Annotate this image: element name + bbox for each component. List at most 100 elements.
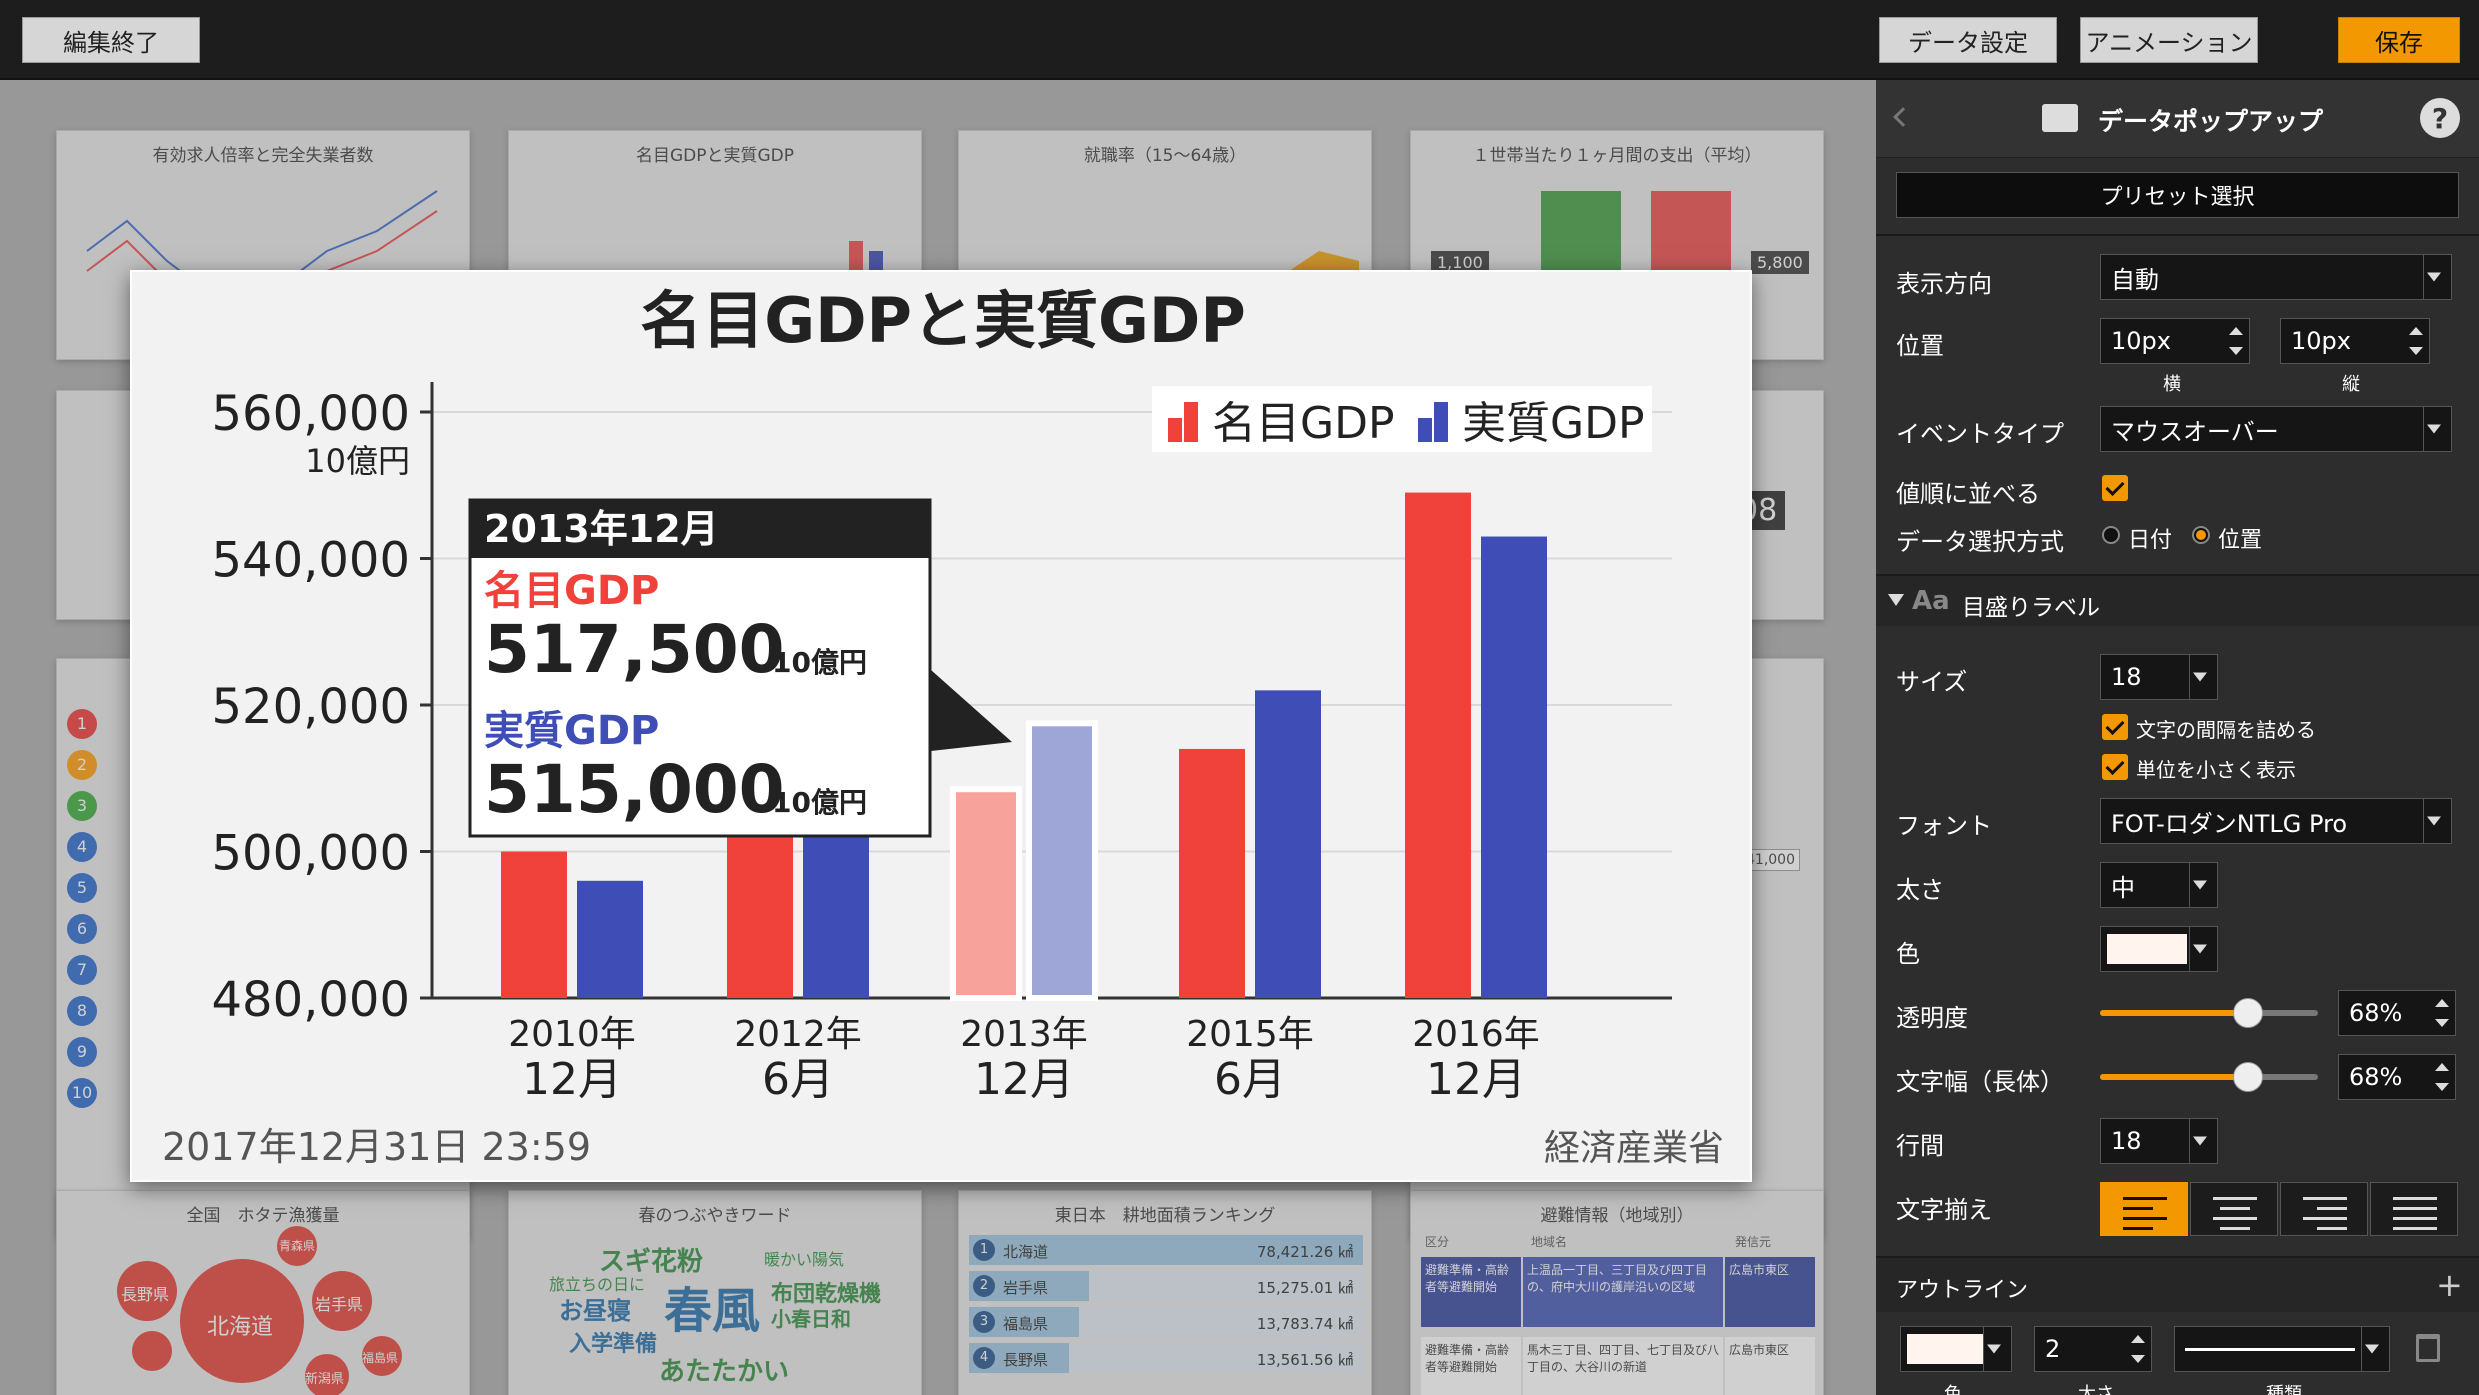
main-chart-preview[interactable]: 名目GDPと実質GDP 480,000 500,000 520,000 540,000 5…: [130, 270, 1752, 1182]
help-icon[interactable]: ?: [2420, 98, 2460, 138]
char-width-slider[interactable]: [2100, 1062, 2318, 1092]
slider-knob[interactable]: [2233, 998, 2264, 1028]
chevron-down-icon: [2423, 255, 2451, 299]
outline-color-picker[interactable]: [1900, 1326, 2012, 1372]
size-select[interactable]: 18: [2100, 654, 2218, 700]
x-tick-label-year: 2010年: [508, 1014, 636, 1055]
rank-value: 13,561.56 ㎢: [1256, 1351, 1353, 1369]
bar-nominal: [501, 851, 567, 998]
word-cloud-item: あたたかい: [659, 1357, 790, 1387]
align-right-button[interactable]: [2280, 1182, 2368, 1236]
position-h-stepper[interactable]: 10px: [2100, 318, 2250, 364]
position-label: 位置: [1896, 332, 1944, 360]
bubble-graphic: [117, 1226, 402, 1395]
color-swatch: [1907, 1334, 1983, 1364]
outline-type-select[interactable]: [2174, 1326, 2390, 1372]
bubble-label: 新潟県: [305, 1372, 345, 1387]
tooltip-series1-name: 名目GDP: [484, 568, 659, 614]
y-unit-label: 10億円: [305, 442, 410, 480]
rank-badge: 3: [67, 791, 97, 821]
sort-checkbox[interactable]: [2102, 475, 2128, 501]
stepper-icon[interactable]: [2131, 1333, 2145, 1365]
x-tick-label-year: 2015年: [1186, 1014, 1314, 1055]
select-mode-label: データ選択方式: [1896, 528, 2064, 556]
char-width-stepper[interactable]: 68%: [2338, 1054, 2456, 1100]
align-left-button[interactable]: [2100, 1182, 2188, 1236]
position-v-stepper[interactable]: 10px: [2280, 318, 2430, 364]
animation-button[interactable]: アニメーション: [2080, 17, 2258, 63]
bubble-label: 岩手県: [315, 1295, 364, 1314]
chevron-down-icon: [2423, 407, 2451, 451]
list-item: 2 岩手県 15,275.01 ㎢: [969, 1271, 1363, 1301]
font-value: FOT-ロダンNTLG Pro: [2111, 809, 2348, 838]
chart-footer-source: 経済産業省: [1544, 1128, 1724, 1169]
thumbnail-evac-table[interactable]: 避難情報（地域別） 区分 地域名 発信元 避難準備・高齢者等避難開始 上温品一丁…: [1410, 1190, 1824, 1395]
slider-knob[interactable]: [2233, 1062, 2264, 1092]
trash-icon[interactable]: [2416, 1334, 2440, 1362]
color-picker[interactable]: [2100, 926, 2218, 972]
preset-select-button[interactable]: プリセット選択: [1896, 172, 2459, 218]
table-row: 避難準備・高齢者等避難開始 馬木三丁目、四丁目、七丁目及び八丁目の、大谷川の新道…: [1421, 1337, 1815, 1395]
spacing-checkbox-label: 文字の間隔を詰める: [2136, 718, 2316, 742]
stepper-icon[interactable]: [2435, 997, 2449, 1029]
weight-label: 太さ: [1896, 876, 1944, 904]
rank-badge: 9: [67, 1037, 97, 1067]
rank-badge: 2: [67, 750, 97, 780]
font-select[interactable]: FOT-ロダンNTLG Pro: [2100, 798, 2452, 844]
thumbnail-ranking[interactable]: 東日本 耕地面積ランキング 1 北海道 78,421.26 ㎢ 2 岩手県 15,275.…: [958, 1190, 1372, 1395]
outline-section-header[interactable]: アウトライン +: [1876, 1258, 2479, 1312]
save-button[interactable]: 保存: [2338, 17, 2460, 63]
bar-real: [1255, 690, 1321, 998]
line-style-preview: [2185, 1347, 2355, 1351]
legend-swatch: [1434, 402, 1448, 442]
ranking-bar: [969, 1235, 1363, 1265]
chevron-down-icon: [2189, 863, 2217, 907]
small-unit-checkbox[interactable]: [2102, 754, 2128, 780]
stepper-icon[interactable]: [2229, 325, 2243, 357]
y-tick-label: 540,000: [212, 533, 411, 589]
table-header: 区分: [1425, 1235, 1450, 1249]
align-center-button[interactable]: [2190, 1182, 2278, 1236]
x-tick-label-month: 12月: [1426, 1054, 1526, 1105]
font-aa-icon: Aa: [1912, 586, 1950, 616]
add-icon[interactable]: +: [2436, 1266, 2463, 1304]
chevron-down-icon: [2189, 1119, 2217, 1163]
spacing-checkbox[interactable]: [2102, 714, 2128, 740]
stepper-icon[interactable]: [2435, 1061, 2449, 1093]
thumbnail-title: 避難情報（地域別）: [1540, 1206, 1694, 1226]
direction-value: 自動: [2111, 265, 2159, 294]
word-cloud-item: 暖かい陽気: [764, 1250, 845, 1269]
select-mode-date-radio[interactable]: [2102, 526, 2120, 544]
chevron-down-icon: [1983, 1327, 2011, 1371]
divider: [1876, 234, 2479, 236]
direction-select[interactable]: 自動: [2100, 254, 2452, 300]
opacity-stepper[interactable]: 68%: [2338, 990, 2456, 1036]
back-chevron-icon[interactable]: [1893, 107, 1913, 127]
x-tick-label-year: 2016年: [1412, 1014, 1540, 1055]
rank-badge: 5: [67, 873, 97, 903]
scale-label-section-header[interactable]: Aa 目盛りラベル: [1876, 576, 2479, 626]
event-type-select[interactable]: マウスオーバー: [2100, 406, 2452, 452]
opacity-slider[interactable]: [2100, 998, 2318, 1028]
word-cloud-item: 布団乾燥機: [771, 1282, 882, 1307]
line-height-value: 18: [2111, 1127, 2142, 1155]
line-height-select[interactable]: 18: [2100, 1118, 2218, 1164]
select-mode-position-radio[interactable]: [2192, 526, 2210, 544]
thumbnail-word-cloud[interactable]: 春のつぶやきワード スギ花粉 春風 お昼寝 入学準備 あたたかい 布団乾燥機 小…: [508, 1190, 922, 1395]
y-tick-label: 560,000: [212, 386, 411, 442]
section-title: アウトライン: [1896, 1278, 2029, 1303]
outline-width-stepper[interactable]: 2: [2034, 1326, 2152, 1372]
end-edit-button[interactable]: 編集終了: [22, 17, 200, 63]
data-settings-button[interactable]: データ設定: [1879, 17, 2057, 63]
table-cell: 馬木三丁目、四丁目、七丁目及び八丁目の、大谷川の新道: [1523, 1337, 1723, 1395]
word-cloud-item: お昼寝: [559, 1297, 631, 1325]
legend-swatch: [1184, 402, 1198, 442]
weight-select[interactable]: 中: [2100, 862, 2218, 908]
weight-value: 中: [2111, 873, 2135, 902]
align-justify-button[interactable]: [2370, 1182, 2458, 1236]
stepper-icon[interactable]: [2409, 325, 2423, 357]
x-tick-label-month: 6月: [762, 1054, 834, 1105]
thumbnail-bubble-chart[interactable]: 全国 ホタテ漁獲量 北海道 長野県 岩手県 青森県 新潟県 福島県: [56, 1190, 470, 1395]
table-cell: 上温品一丁目、三丁目及び四丁目の、府中大川の護岸沿いの区域: [1523, 1257, 1723, 1327]
position-h-value: 10px: [2111, 327, 2171, 355]
